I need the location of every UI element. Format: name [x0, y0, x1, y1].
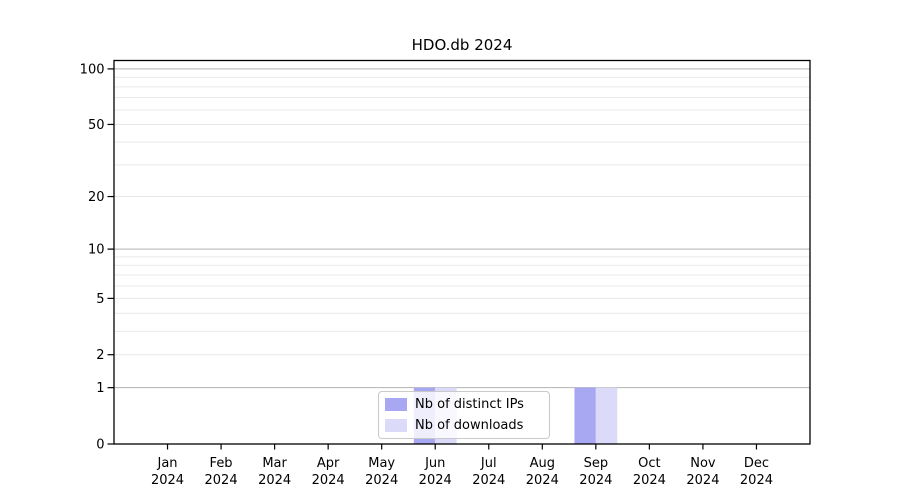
x-tick-label: Mar 2024 — [258, 456, 291, 488]
x-tick-label: May 2024 — [365, 456, 398, 488]
x-tick-label: Sep 2024 — [579, 456, 612, 488]
y-tick-label: 10 — [88, 243, 105, 258]
bar — [574, 387, 596, 444]
legend-label: Nb of distinct IPs — [415, 397, 524, 412]
y-tick-label: 50 — [88, 118, 105, 133]
legend-entry: Nb of distinct IPs — [385, 397, 549, 412]
chart-title: HDO.db 2024 — [411, 36, 513, 54]
y-tick-label: 20 — [88, 190, 105, 205]
y-tick-label: 5 — [96, 292, 104, 307]
x-tick-label: Jul 2024 — [472, 456, 505, 488]
legend-entry: Nb of downloads — [385, 418, 549, 433]
x-tick-label: Jan 2024 — [151, 456, 184, 488]
y-tick-label: 1 — [96, 381, 104, 396]
y-tick-label: 2 — [96, 348, 104, 363]
axes-frame — [113, 59, 811, 445]
legend-swatch-icon — [385, 419, 407, 432]
x-axis: Jan 2024 Feb 2024 Mar 2024 Apr 2024 May 2024 Jun 20… — [151, 444, 773, 488]
y-gridlines-minor — [114, 76, 810, 356]
legend-label: Nb of downloads — [415, 418, 524, 433]
x-tick-label: Jun 2024 — [419, 456, 452, 488]
x-tick-label: Nov 2024 — [686, 456, 719, 488]
legend-swatch-icon — [385, 398, 407, 411]
y-gridlines-major — [114, 68, 810, 389]
y-tick-label: 100 — [80, 62, 105, 77]
y-axis: 0 1 2 5 10 20 50 100 — [80, 62, 114, 453]
legend: Nb of distinct IPs Nb of downloads — [378, 391, 550, 439]
x-tick-label: Apr 2024 — [312, 456, 345, 488]
x-tick-label: Oct 2024 — [633, 456, 666, 488]
bar — [595, 387, 618, 444]
y-tick-label: 0 — [96, 438, 104, 453]
x-tick-label: Aug 2024 — [526, 456, 559, 488]
x-tick-label: Dec 2024 — [740, 456, 773, 488]
x-tick-label: Feb 2024 — [205, 456, 238, 488]
